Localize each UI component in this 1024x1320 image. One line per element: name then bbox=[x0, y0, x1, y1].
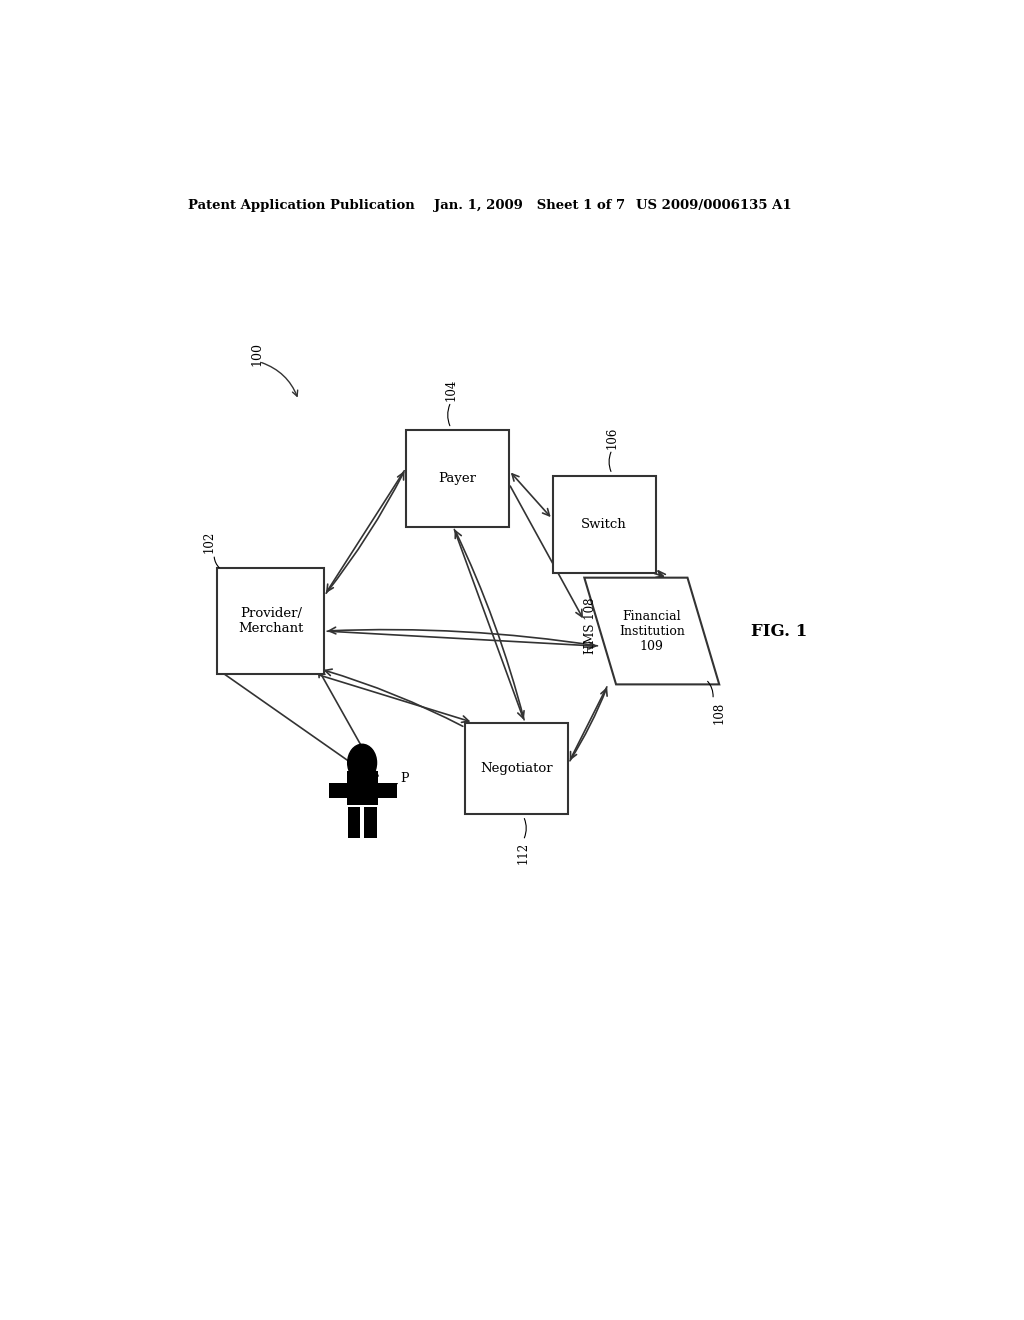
Bar bbox=[465, 722, 568, 814]
Text: Jan. 1, 2009   Sheet 1 of 7: Jan. 1, 2009 Sheet 1 of 7 bbox=[433, 199, 625, 213]
Text: 112: 112 bbox=[517, 842, 529, 863]
Text: 106: 106 bbox=[605, 426, 618, 449]
Text: Provider/
Merchant: Provider/ Merchant bbox=[239, 607, 303, 635]
Text: Switch: Switch bbox=[582, 517, 627, 531]
Bar bbox=[378, 783, 396, 799]
Circle shape bbox=[348, 744, 377, 781]
Text: 104: 104 bbox=[444, 379, 458, 401]
Text: FIG. 1: FIG. 1 bbox=[751, 623, 807, 639]
Bar bbox=[217, 568, 325, 675]
Text: HMS 108: HMS 108 bbox=[584, 598, 597, 655]
Bar bbox=[346, 771, 378, 805]
Polygon shape bbox=[585, 578, 719, 684]
Text: 100: 100 bbox=[250, 342, 263, 366]
Text: 102: 102 bbox=[203, 531, 216, 553]
Text: Patent Application Publication: Patent Application Publication bbox=[187, 199, 415, 213]
Text: P: P bbox=[400, 772, 409, 785]
Text: 108: 108 bbox=[713, 702, 726, 723]
Text: Negotiator: Negotiator bbox=[480, 762, 553, 775]
Text: US 2009/0006135 A1: US 2009/0006135 A1 bbox=[636, 199, 792, 213]
Bar bbox=[406, 430, 509, 527]
Text: Payer: Payer bbox=[438, 473, 476, 484]
Bar bbox=[329, 783, 348, 799]
Bar bbox=[365, 807, 377, 838]
Text: Financial
Institution
109: Financial Institution 109 bbox=[618, 610, 685, 652]
Bar bbox=[553, 477, 655, 573]
Bar bbox=[348, 807, 359, 838]
